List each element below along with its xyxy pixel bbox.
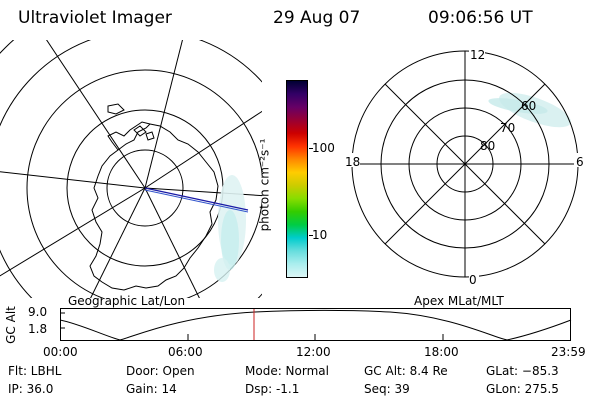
island-outline xyxy=(145,131,155,141)
date-label: 29 Aug 07 xyxy=(273,8,361,28)
gc-alt-info: GC Alt: 8.4 Re xyxy=(364,364,448,378)
meridian xyxy=(46,40,146,189)
door-info: Door: Open xyxy=(126,364,195,378)
filter-info: Flt: LBHL xyxy=(8,364,62,378)
ip-info: IP: 36.0 xyxy=(8,382,54,396)
meridian xyxy=(144,110,262,189)
mlt-label: Apex MLat/MLT xyxy=(414,294,504,308)
mlat-label-60: 60 xyxy=(521,99,536,113)
altitude-xtick: 12:00 xyxy=(296,345,331,359)
geographic-map xyxy=(0,40,262,298)
glat-info: GLat: −85.3 xyxy=(486,364,559,378)
lat-circle xyxy=(106,149,184,227)
dsp-info: Dsp: -1.1 xyxy=(245,382,300,396)
continent-outline xyxy=(89,123,219,291)
altitude-xtick: 23:59 xyxy=(551,345,586,359)
mlt-axis xyxy=(384,83,546,245)
island-outline xyxy=(107,103,125,115)
mlat-label-70: 70 xyxy=(500,121,515,135)
altitude-ylabel: GC Alt xyxy=(3,306,18,344)
colorbar xyxy=(286,80,308,278)
meridian xyxy=(144,40,183,189)
colorbar-tickmark xyxy=(309,235,313,236)
colorbar-tick-100: 100 xyxy=(312,141,335,155)
seq-info: Seq: 39 xyxy=(364,382,410,396)
geographic-label: Geographic Lat/Lon xyxy=(68,294,186,308)
colorbar-unit-label: photon cm⁻²s⁻¹ xyxy=(257,138,272,232)
meridian xyxy=(0,171,146,189)
altitude-xtick: 00:00 xyxy=(43,345,78,359)
aurora-emission xyxy=(488,92,571,128)
meridian xyxy=(0,187,146,277)
colorbar-tickmark xyxy=(309,148,313,149)
altitude-xtick: 18:00 xyxy=(424,345,459,359)
lat-circle xyxy=(26,69,262,298)
altitude-xtick: 06:00 xyxy=(168,345,203,359)
altitude-ytick-1-8: 1.8 xyxy=(28,322,48,336)
altitude-curve xyxy=(60,310,572,341)
colorbar-tick-10: 10 xyxy=(312,228,328,242)
mlt-polar-plot: 12 0 18 6 80 70 60 xyxy=(342,47,584,287)
mlt-label-6: 6 xyxy=(576,155,584,169)
meridian xyxy=(144,187,200,298)
coastline-detail xyxy=(107,121,151,151)
altitude-ytick-9: 9.0 xyxy=(28,305,48,319)
mlt-label-12: 12 xyxy=(470,48,485,62)
mlt-label-0: 0 xyxy=(469,273,477,287)
meridian xyxy=(90,187,146,298)
mlt-label-18: 18 xyxy=(345,155,360,169)
satellite-track xyxy=(144,189,249,213)
mode-info: Mode: Normal xyxy=(245,364,329,378)
aurora-emission xyxy=(214,175,246,282)
satellite-track xyxy=(144,187,249,211)
altitude-plot xyxy=(60,308,572,341)
instrument-title: Ultraviolet Imager xyxy=(18,8,172,28)
glon-info: GLon: 275.5 xyxy=(486,382,559,396)
mlat-label-80: 80 xyxy=(480,139,495,153)
gain-info: Gain: 14 xyxy=(126,382,177,396)
time-label: 09:06:56 UT xyxy=(428,8,533,28)
island-outline xyxy=(133,125,147,137)
